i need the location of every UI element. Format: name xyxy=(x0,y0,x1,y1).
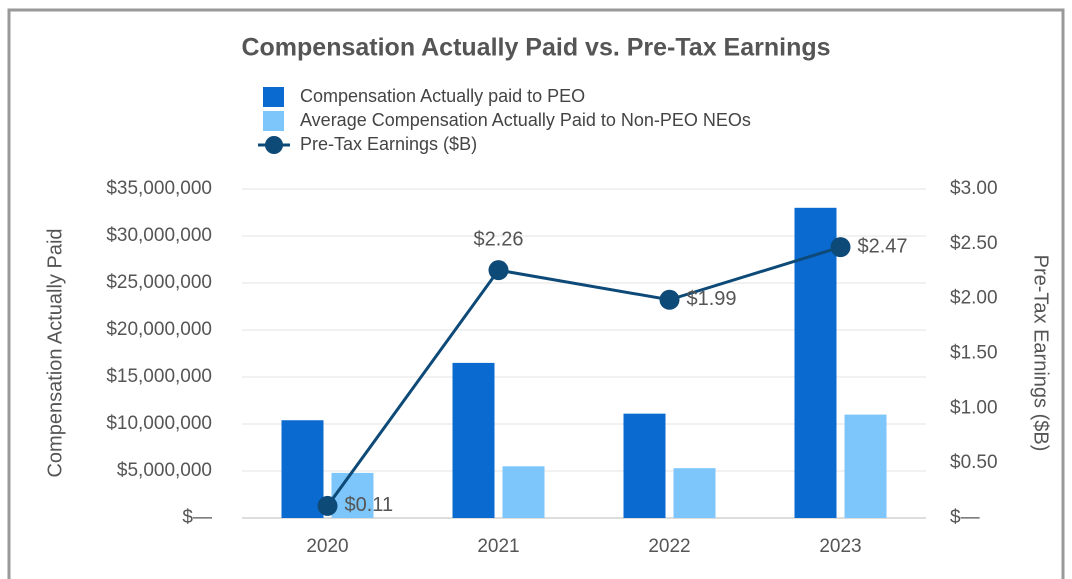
x-tick-label: 2023 xyxy=(819,536,861,557)
legend-label: Pre-Tax Earnings ($B) xyxy=(300,134,477,154)
bar xyxy=(452,362,495,518)
y2-tick-label: $1.00 xyxy=(950,397,998,418)
legend-label: Compensation Actually paid to PEO xyxy=(300,86,585,106)
y2-tick-label: $2.00 xyxy=(950,288,998,309)
bar xyxy=(844,414,887,518)
legend-marker xyxy=(265,136,283,154)
y-tick-label: $30,000,000 xyxy=(106,225,212,246)
y-tick-label: $10,000,000 xyxy=(106,413,212,434)
data-label: $1.99 xyxy=(687,288,737,310)
y-tick-label: $35,000,000 xyxy=(106,178,212,199)
x-tick-label: 2021 xyxy=(477,536,519,557)
bar xyxy=(623,413,666,518)
y2-axis-title: Pre-Tax Earnings ($B) xyxy=(1030,255,1052,452)
bar xyxy=(673,468,716,518)
line-point xyxy=(317,495,338,516)
line-point xyxy=(830,237,851,258)
y-axis-title: Compensation Actually Paid xyxy=(44,228,66,477)
y-tick-label: $5,000,000 xyxy=(117,460,212,481)
x-tick-label: 2020 xyxy=(306,536,348,557)
bar xyxy=(281,420,324,518)
y2-tick-label: $0.50 xyxy=(950,452,998,473)
y2-tick-label: $2.50 xyxy=(950,233,998,254)
y-tick-label: $25,000,000 xyxy=(106,272,212,293)
y2-tick-label: $— xyxy=(950,507,980,528)
data-label: $2.26 xyxy=(473,228,523,250)
line xyxy=(326,245,841,507)
y2-tick-label: $3.00 xyxy=(950,178,998,199)
line-point xyxy=(488,260,509,281)
bar xyxy=(502,466,545,518)
chart-title: Compensation Actually Paid vs. Pre-Tax E… xyxy=(241,34,830,62)
data-label: $0.11 xyxy=(345,494,394,516)
legend-label: Average Compensation Actually Paid to No… xyxy=(300,110,751,130)
legend-swatch xyxy=(263,111,284,131)
line-point xyxy=(659,289,680,310)
bar xyxy=(331,472,374,518)
y2-tick-label: $1.50 xyxy=(950,343,998,364)
data-label: $2.47 xyxy=(858,235,908,257)
y-tick-label: $20,000,000 xyxy=(106,319,212,340)
legend-swatch xyxy=(263,87,284,107)
x-tick-label: 2022 xyxy=(648,536,690,557)
y-tick-label: $15,000,000 xyxy=(106,366,212,387)
y-tick-label: $— xyxy=(182,507,212,528)
